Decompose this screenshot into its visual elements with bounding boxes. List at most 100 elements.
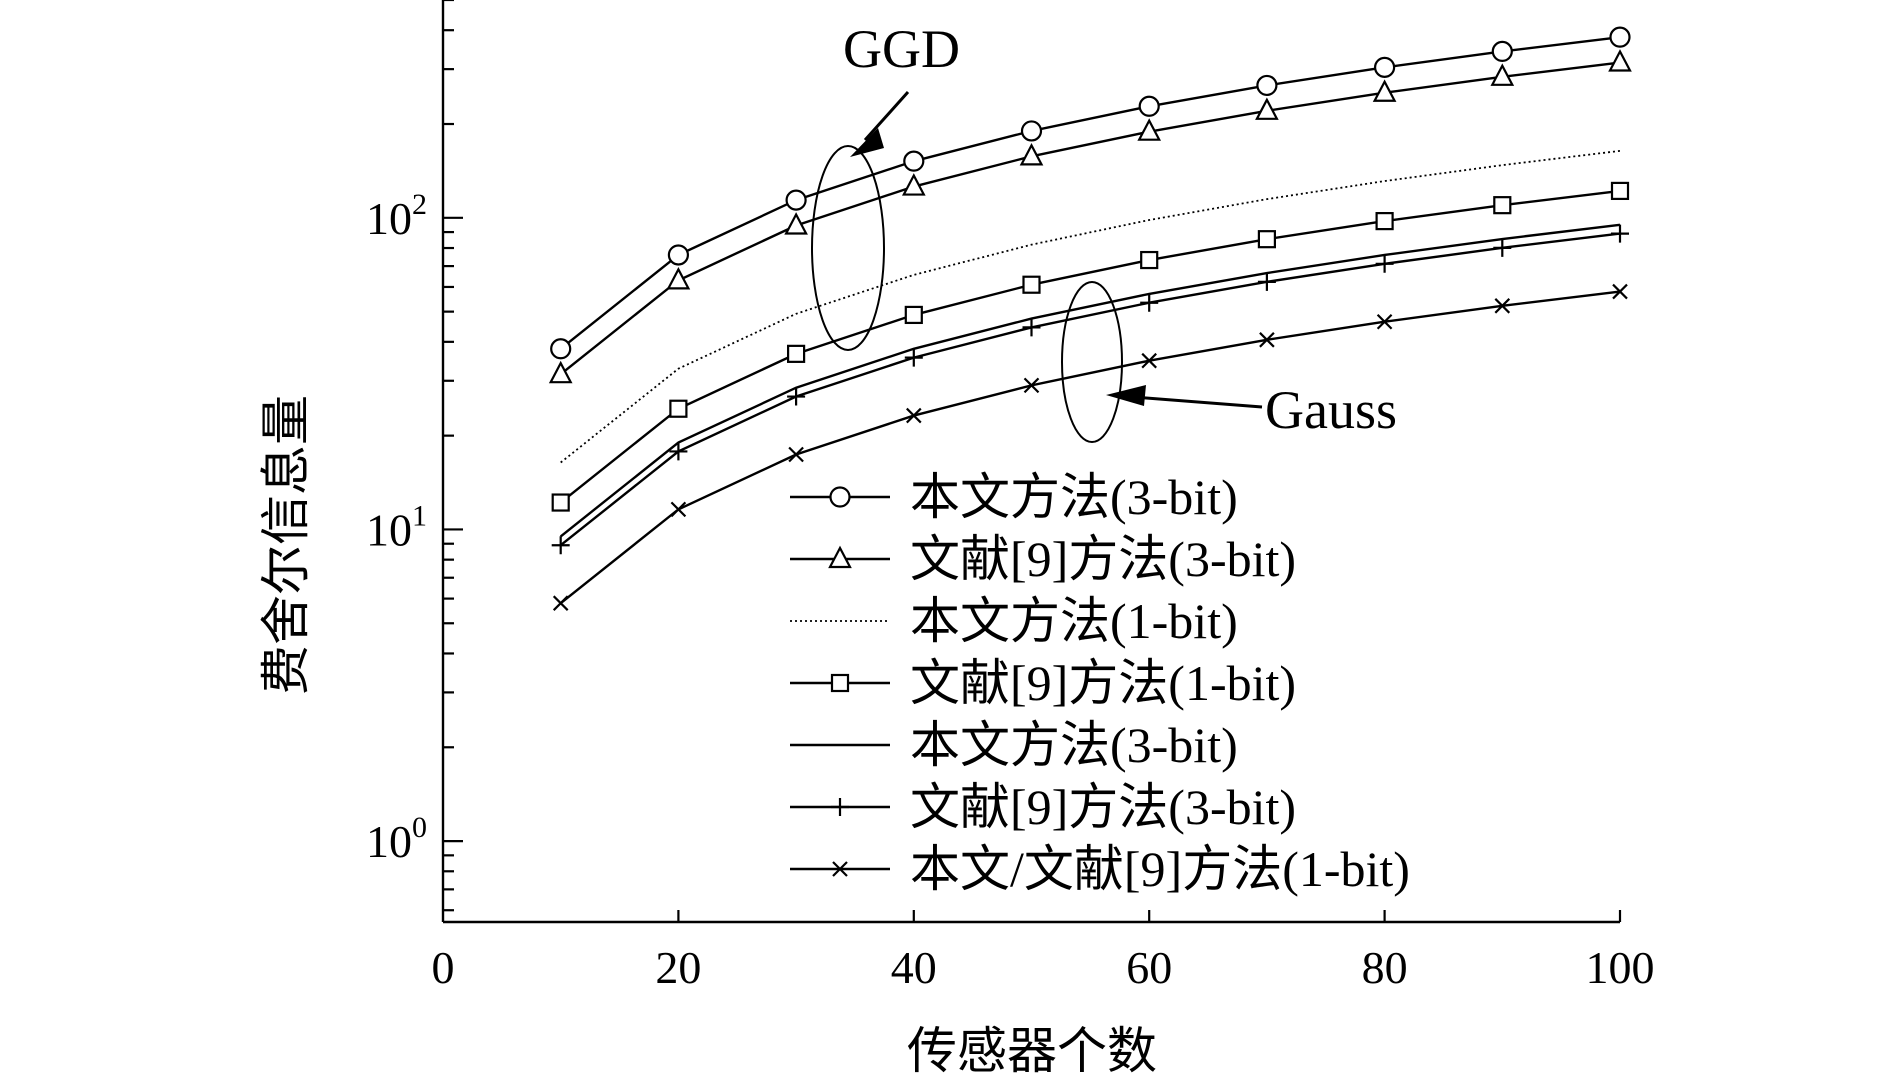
marker-circle [1373,56,1396,78]
y-tick-label: 102 [366,188,427,244]
legend-label: 文献[9]方法(1-bit) [910,655,1296,711]
marker-triangle [1372,79,1397,102]
marker-x [832,861,848,877]
marker-square [669,399,688,418]
series-7 [552,283,1628,611]
legend-label: 本文方法(1-bit) [910,593,1238,649]
marker-x [1494,298,1511,314]
marker-circle [667,244,690,266]
marker-plus [1375,254,1394,273]
marker-triangle [828,545,852,569]
x-tick-label: 0 [432,942,455,993]
marker-triangle [1490,63,1515,86]
marker-plus [787,387,806,406]
series-line [559,223,1621,538]
marker-plus [831,798,849,816]
y-tick-label: 100 [366,811,427,867]
marker-plus [1493,238,1512,257]
marker-triangle [1137,118,1162,141]
y-tick-label: 101 [366,499,427,555]
legend-item: 文献[9]方法(3-bit) [790,779,1296,835]
x-tick-label: 80 [1362,942,1408,993]
marker-x [1023,377,1040,394]
marker-triangle [548,360,573,384]
marker-square [786,344,806,363]
ggd-group-ellipse [811,145,885,351]
series-line [560,149,1621,464]
x-tick-label: 40 [891,942,937,993]
legend-item: 文献[9]方法(1-bit) [790,655,1296,711]
series-5 [559,223,1621,538]
annotation-layer: GGD Gauss [811,19,1397,443]
legend-item: 本文/文献[9]方法(1-bit) [790,841,1410,897]
marker-circle [1491,40,1513,63]
gauss-arrow [1106,385,1263,409]
series-line [559,61,1621,376]
series-line [559,290,1621,605]
legend-item: 本文方法(3-bit) [790,469,1238,525]
marker-square [1493,196,1512,215]
marker-triangle [1019,142,1044,166]
marker-x [1376,313,1393,330]
marker-x [670,501,687,518]
marker-x [1141,352,1157,369]
marker-square [830,673,850,693]
gauss-annotation: Gauss [1265,380,1397,440]
marker-circle [1138,95,1160,117]
ggd-arrow [850,90,910,157]
marker-square [1257,230,1277,249]
marker-circle [1020,120,1043,142]
x-axis-label: 传感器个数 [907,1023,1157,1078]
marker-circle [1256,74,1278,97]
marker-circle [1609,26,1631,48]
marker-x [788,446,804,463]
legend-item: 本文方法(3-bit) [790,717,1238,773]
legend-label: 本文/文献[9]方法(1-bit) [910,841,1410,897]
x-tick-label: 100 [1586,942,1655,993]
marker-plus [551,536,570,555]
marker-plus [1611,224,1629,243]
series-4 [551,181,1630,512]
series-line [559,232,1621,547]
marker-square [1022,275,1041,294]
series-line [559,35,1621,350]
marker-plus [1140,293,1159,312]
legend-label: 文献[9]方法(3-bit) [910,531,1296,587]
series-2 [548,49,1632,384]
marker-square [551,493,570,512]
marker-plus [1257,272,1276,291]
marker-square [1610,181,1630,201]
y-axis-label: 费舍尔信息量 [258,395,314,695]
marker-triangle [901,173,926,196]
legend-label: 文献[9]方法(3-bit) [910,779,1296,835]
marker-x [906,407,922,424]
y-major-ticks: 100 101 102 [366,188,463,867]
ggd-annotation: GGD [843,19,960,79]
marker-triangle [784,212,808,235]
marker-square [1140,250,1159,270]
series-3 [560,149,1621,464]
marker-circle [550,338,572,360]
marker-x [552,595,569,611]
marker-x [1259,332,1275,348]
legend-label: 本文方法(3-bit) [910,717,1238,773]
plot-area: 100 101 102 0 20 40 60 80 100 GGD Gauss 本文方法(3-… [366,0,1655,993]
legend-label: 本文方法(3-bit) [910,469,1238,525]
marker-triangle [1608,49,1632,72]
series-1 [550,26,1631,360]
x-tick-label: 20 [655,942,701,993]
marker-x [1612,283,1628,300]
marker-plus [1022,318,1041,337]
marker-plus [669,442,688,461]
series-6 [551,224,1629,555]
x-ticks: 0 20 40 60 80 100 [432,910,1655,993]
x-tick-label: 60 [1126,942,1172,993]
legend-item: 本文方法(1-bit) [790,593,1238,649]
legend: 本文方法(3-bit) 文献[9]方法(3-bit) 本文方法(1-bit) 文献[9… [790,469,1410,897]
series-layer [548,26,1632,611]
marker-triangle [666,266,691,290]
series-line [559,189,1621,504]
legend-item: 文献[9]方法(3-bit) [790,531,1296,587]
marker-square [904,305,923,325]
